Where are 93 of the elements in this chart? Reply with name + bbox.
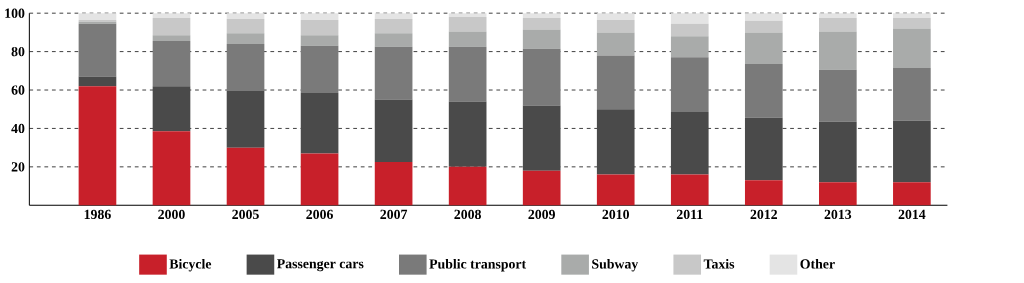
- bar: [596, 174, 635, 206]
- bar: [448, 16, 487, 32]
- bar: [374, 46, 413, 100]
- bar: [522, 29, 561, 49]
- x-tick-label: 2007: [380, 209, 408, 219]
- bar: [744, 63, 783, 118]
- bar: [448, 166, 487, 206]
- bar: [152, 40, 191, 86]
- x-tick-label: 2010: [602, 209, 630, 219]
- bar: [670, 36, 709, 58]
- bar: [300, 92, 339, 154]
- bar: [226, 33, 265, 44]
- bar: [152, 12, 191, 18]
- bar: [819, 31, 857, 70]
- bar: [522, 48, 561, 106]
- legend-label: Other: [800, 258, 835, 269]
- bar: [448, 101, 487, 167]
- bar: [226, 18, 265, 34]
- bar: [448, 46, 487, 102]
- legend-label: Taxis: [703, 258, 735, 269]
- x-tick-label: 2011: [676, 209, 703, 219]
- bar: [596, 55, 635, 110]
- bar: [670, 111, 709, 175]
- y-tick-label: 40: [11, 123, 25, 133]
- legend-label: Bicycle: [169, 258, 212, 272]
- bar: [596, 109, 635, 175]
- bar: [670, 57, 709, 112]
- bar: [744, 117, 783, 181]
- x-tick-label: 2009: [528, 209, 555, 219]
- x-tick-label: 2014: [898, 209, 926, 219]
- bar: [226, 43, 265, 91]
- bar: [522, 17, 561, 30]
- bar: [893, 67, 931, 121]
- bar: [374, 12, 413, 19]
- bar: [78, 76, 117, 86]
- bar: [374, 99, 413, 162]
- bar: [374, 161, 413, 206]
- bar: [226, 12, 265, 19]
- bar: [893, 120, 931, 183]
- bar: [744, 32, 783, 64]
- bar: [78, 85, 117, 206]
- bar: [300, 153, 339, 206]
- bar: [893, 28, 931, 68]
- bar: [893, 182, 931, 206]
- bar: [448, 12, 487, 17]
- bar: [448, 31, 487, 47]
- bar: [744, 20, 783, 33]
- bar: [374, 33, 413, 47]
- bar: [670, 174, 709, 206]
- legend-label: Passenger cars: [277, 258, 364, 272]
- bar: [819, 69, 857, 122]
- y-tick-label: 20: [11, 162, 25, 172]
- bar: [522, 12, 561, 18]
- bar: [819, 12, 857, 18]
- x-tick-label: 2000: [158, 209, 185, 219]
- x-tick-label: 2008: [454, 209, 481, 219]
- x-tick-label: 2012: [750, 209, 778, 219]
- bar: [152, 85, 191, 132]
- bar: [819, 182, 857, 206]
- bar: [819, 121, 857, 183]
- bar: [78, 23, 117, 77]
- y-tick-label: 80: [11, 46, 25, 57]
- bar: [300, 12, 339, 20]
- bar: [893, 17, 931, 29]
- legend-label: Subway: [592, 258, 639, 272]
- bar: [670, 12, 709, 24]
- bar: [670, 23, 709, 37]
- bar: [893, 12, 931, 18]
- bar: [819, 17, 857, 32]
- bar: [596, 19, 635, 33]
- bar: [152, 35, 191, 41]
- y-tick-label: 60: [11, 85, 25, 95]
- bar: [226, 90, 265, 148]
- bar: [152, 131, 191, 206]
- bar: [300, 19, 339, 36]
- bar: [522, 105, 561, 171]
- bar: [152, 17, 191, 36]
- legend-label: Public transport: [429, 258, 527, 272]
- x-tick-label: 2006: [306, 209, 333, 219]
- bar: [300, 45, 339, 93]
- bar: [596, 12, 635, 20]
- bar: [78, 12, 117, 20]
- bar: [226, 147, 265, 206]
- x-tick-label: 1986: [84, 209, 111, 219]
- bar: [744, 180, 783, 206]
- bar: [596, 32, 635, 56]
- bar: [300, 35, 339, 46]
- bar: [374, 18, 413, 34]
- bar: [744, 12, 783, 21]
- bar: [522, 170, 561, 206]
- x-tick-label: 2013: [824, 209, 852, 219]
- x-tick-label: 2005: [232, 209, 259, 219]
- y-tick-label: 100: [5, 8, 25, 18]
